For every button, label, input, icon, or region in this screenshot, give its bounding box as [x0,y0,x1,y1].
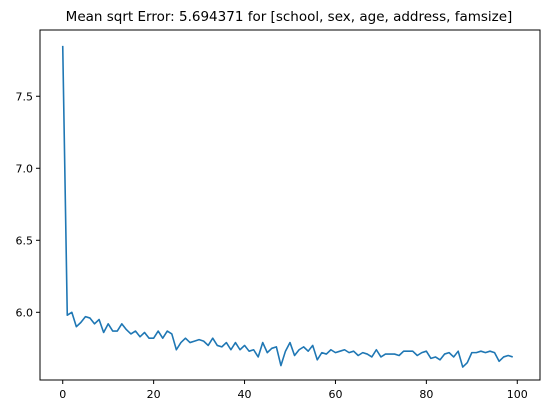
y-tick-label: 6.0 [16,306,34,319]
x-tick-label: 100 [507,388,528,401]
y-tick-label: 7.0 [16,162,34,175]
chart-title: Mean sqrt Error: 5.694371 for [school, s… [66,9,513,25]
y-tick-label: 6.5 [16,234,34,247]
x-tick-label: 40 [238,388,252,401]
x-tick-label: 80 [419,388,433,401]
x-tick-label: 0 [59,388,66,401]
y-tick-label: 7.5 [16,90,34,103]
x-tick-label: 60 [328,388,342,401]
x-tick-label: 20 [147,388,161,401]
